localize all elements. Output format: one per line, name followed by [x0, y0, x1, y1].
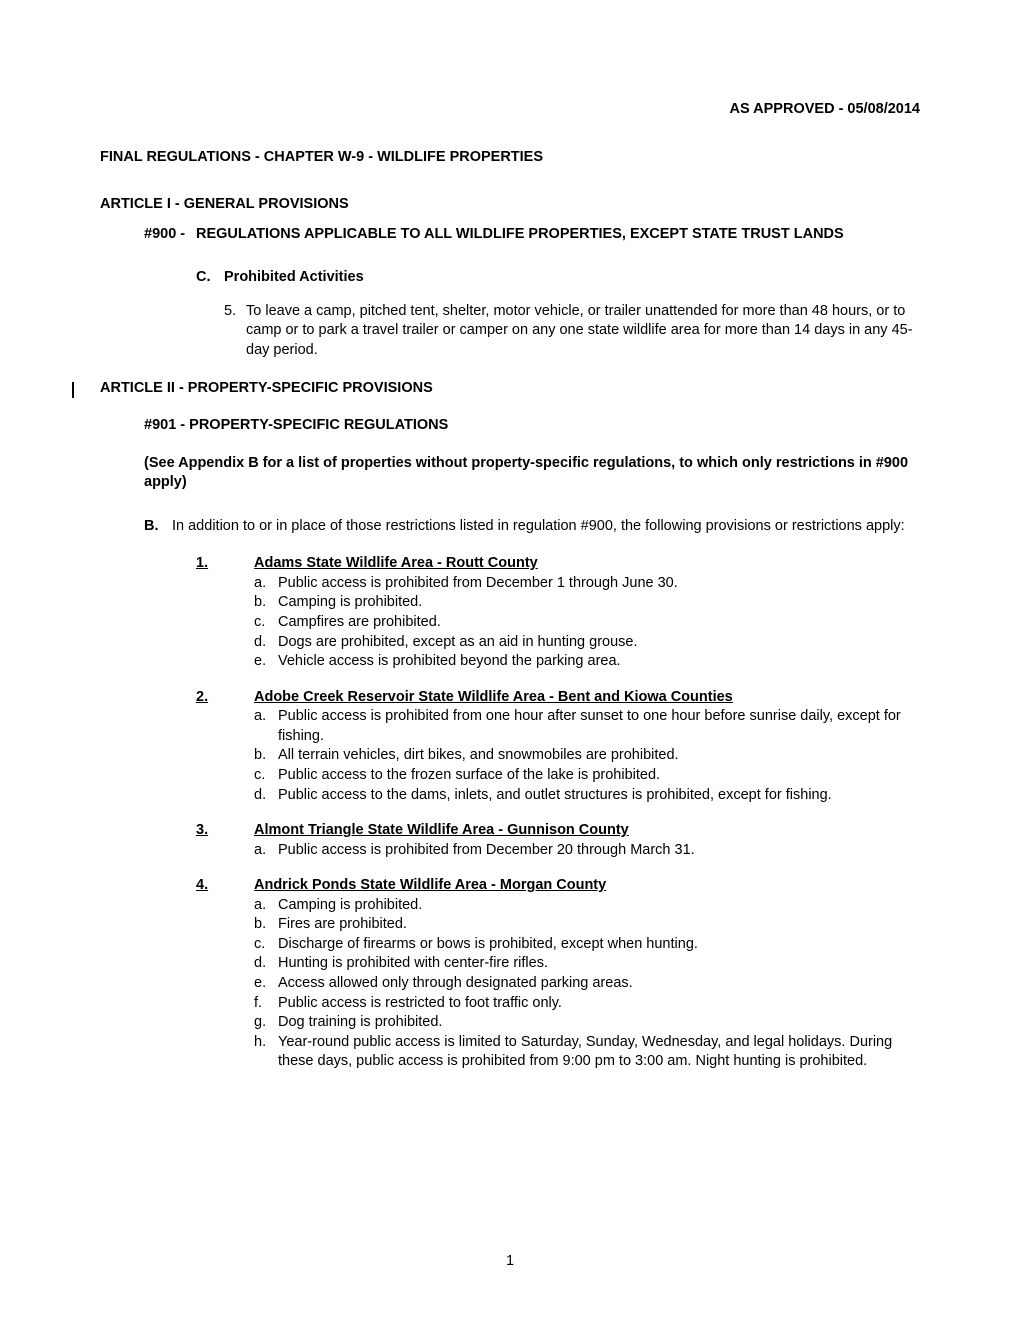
article1-title: ARTICLE I - GENERAL PROVISIONS: [100, 195, 920, 215]
property-item-text: Public access is prohibited from Decembe…: [278, 841, 695, 861]
page-number: 1: [0, 1252, 1020, 1272]
property-item-text: All terrain vehicles, dirt bikes, and sn…: [278, 746, 679, 766]
property-item-letter: d.: [254, 786, 278, 806]
property-item-text: Fires are prohibited.: [278, 915, 407, 935]
edit-marker: [72, 382, 74, 398]
property-item-text: Hunting is prohibited with center-fire r…: [278, 954, 548, 974]
property-item-text: Public access to the frozen surface of t…: [278, 766, 660, 786]
property-item: d.Public access to the dams, inlets, and…: [254, 786, 920, 806]
property: 3.Almont Triangle State Wildlife Area - …: [196, 821, 920, 860]
property-item-text: Camping is prohibited.: [278, 593, 422, 613]
property: 4.Andrick Ponds State Wildlife Area - Mo…: [196, 876, 920, 1072]
property-items: a.Public access is prohibited from Decem…: [254, 841, 920, 861]
property-item-letter: h.: [254, 1033, 278, 1072]
subsection-c-letter: C.: [196, 268, 224, 288]
approved-date: AS APPROVED - 05/08/2014: [100, 100, 920, 120]
item-b-text: In addition to or in place of those rest…: [172, 517, 905, 537]
property-title: 1.Adams State Wildlife Area - Routt Coun…: [196, 554, 920, 574]
property-item-text: Access allowed only through designated p…: [278, 974, 633, 994]
section-900-title: REGULATIONS APPLICABLE TO ALL WILDLIFE P…: [196, 225, 844, 245]
property-num: 1.: [196, 554, 254, 574]
property-item-text: Campfires are prohibited.: [278, 613, 441, 633]
property-item-letter: d.: [254, 954, 278, 974]
article2-title: ARTICLE II - PROPERTY-SPECIFIC PROVISION…: [100, 379, 920, 399]
property-item: h.Year-round public access is limited to…: [254, 1033, 920, 1072]
property-item-letter: c.: [254, 935, 278, 955]
property-item-letter: a.: [254, 574, 278, 594]
property-num: 3.: [196, 821, 254, 841]
property-item: e.Vehicle access is prohibited beyond th…: [254, 652, 920, 672]
property-item-letter: e.: [254, 652, 278, 672]
property-items: a.Camping is prohibited.b.Fires are proh…: [254, 896, 920, 1072]
property-name: Adams State Wildlife Area - Routt County: [254, 554, 538, 574]
property-item-letter: c.: [254, 613, 278, 633]
property-item-text: Public access is restricted to foot traf…: [278, 994, 562, 1014]
property-item-letter: f.: [254, 994, 278, 1014]
property-item-text: Year-round public access is limited to S…: [278, 1033, 920, 1072]
property-items: a.Public access is prohibited from Decem…: [254, 574, 920, 672]
property: 2.Adobe Creek Reservoir State Wildlife A…: [196, 688, 920, 805]
property-item-letter: c.: [254, 766, 278, 786]
item-b: B. In addition to or in place of those r…: [144, 517, 920, 537]
property-item-letter: a.: [254, 707, 278, 746]
property-item: a.Camping is prohibited.: [254, 896, 920, 916]
properties-list: 1.Adams State Wildlife Area - Routt Coun…: [100, 554, 920, 1072]
property-item-text: Public access is prohibited from Decembe…: [278, 574, 678, 594]
property-item: a.Public access is prohibited from one h…: [254, 707, 920, 746]
property-item-letter: b.: [254, 746, 278, 766]
property-item: a.Public access is prohibited from Decem…: [254, 841, 920, 861]
property-item: d.Dogs are prohibited, except as an aid …: [254, 633, 920, 653]
property-item: b.All terrain vehicles, dirt bikes, and …: [254, 746, 920, 766]
property-item-text: Discharge of firearms or bows is prohibi…: [278, 935, 698, 955]
property: 1.Adams State Wildlife Area - Routt Coun…: [196, 554, 920, 671]
section-900: #900 - REGULATIONS APPLICABLE TO ALL WIL…: [144, 225, 920, 245]
property-item-text: Public access is prohibited from one hou…: [278, 707, 920, 746]
property-item: b.Camping is prohibited.: [254, 593, 920, 613]
property-num: 4.: [196, 876, 254, 896]
property-item-text: Vehicle access is prohibited beyond the …: [278, 652, 621, 672]
property-item-letter: d.: [254, 633, 278, 653]
subsection-c: C. Prohibited Activities: [196, 268, 920, 288]
property-item: a.Public access is prohibited from Decem…: [254, 574, 920, 594]
property-item: c.Campfires are prohibited.: [254, 613, 920, 633]
subsection-c-title: Prohibited Activities: [224, 268, 364, 288]
property-item: g.Dog training is prohibited.: [254, 1013, 920, 1033]
property-name: Andrick Ponds State Wildlife Area - Morg…: [254, 876, 606, 896]
property-item-text: Dog training is prohibited.: [278, 1013, 442, 1033]
property-item: e.Access allowed only through designated…: [254, 974, 920, 994]
section-901: #901 - PROPERTY-SPECIFIC REGULATIONS: [144, 416, 920, 436]
property-title: 3.Almont Triangle State Wildlife Area - …: [196, 821, 920, 841]
property-title: 4.Andrick Ponds State Wildlife Area - Mo…: [196, 876, 920, 896]
property-item: c.Public access to the frozen surface of…: [254, 766, 920, 786]
item-5-text: To leave a camp, pitched tent, shelter, …: [246, 302, 920, 361]
property-item-letter: b.: [254, 593, 278, 613]
property-name: Almont Triangle State Wildlife Area - Gu…: [254, 821, 629, 841]
item-5: 5. To leave a camp, pitched tent, shelte…: [224, 302, 920, 361]
item-5-num: 5.: [224, 302, 246, 361]
property-item-letter: a.: [254, 896, 278, 916]
property-title: 2.Adobe Creek Reservoir State Wildlife A…: [196, 688, 920, 708]
property-item: c.Discharge of firearms or bows is prohi…: [254, 935, 920, 955]
property-item-letter: b.: [254, 915, 278, 935]
property-item-letter: a.: [254, 841, 278, 861]
property-item-text: Camping is prohibited.: [278, 896, 422, 916]
property-item-letter: g.: [254, 1013, 278, 1033]
property-item-text: Dogs are prohibited, except as an aid in…: [278, 633, 638, 653]
property-name: Adobe Creek Reservoir State Wildlife Are…: [254, 688, 733, 708]
property-item: f.Public access is restricted to foot tr…: [254, 994, 920, 1014]
property-item-letter: e.: [254, 974, 278, 994]
property-num: 2.: [196, 688, 254, 708]
property-items: a.Public access is prohibited from one h…: [254, 707, 920, 805]
property-item: b.Fires are prohibited.: [254, 915, 920, 935]
appendix-note: (See Appendix B for a list of properties…: [144, 454, 920, 493]
chapter-title: FINAL REGULATIONS - CHAPTER W-9 - WILDLI…: [100, 148, 920, 168]
property-item: d.Hunting is prohibited with center-fire…: [254, 954, 920, 974]
item-b-letter: B.: [144, 517, 172, 537]
property-item-text: Public access to the dams, inlets, and o…: [278, 786, 832, 806]
section-900-num: #900 -: [144, 225, 196, 245]
